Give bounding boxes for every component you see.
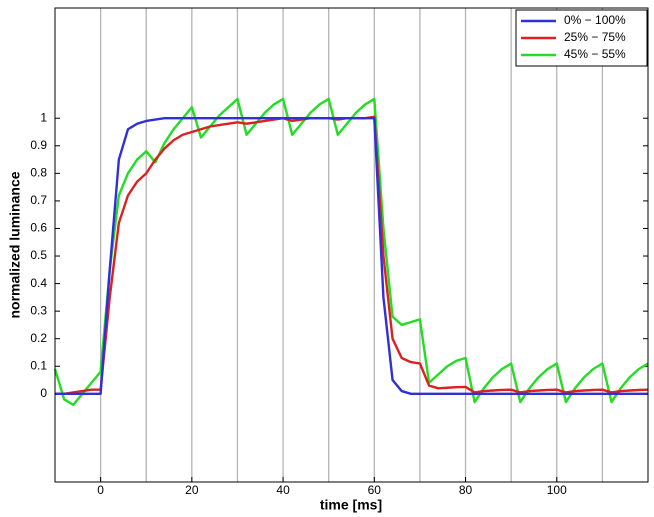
x-tick-label: 0 — [97, 483, 104, 497]
legend-label: 0% − 100% — [564, 13, 626, 27]
x-tick-label: 80 — [459, 483, 473, 497]
series-line — [53, 97, 649, 407]
x-axis-label: time [ms] — [320, 497, 382, 513]
y-tick-label: 0.2 — [30, 331, 47, 345]
x-tick-label: 20 — [185, 483, 199, 497]
x-tick-label: 100 — [547, 483, 567, 497]
legend-label: 25% − 75% — [564, 30, 626, 44]
y-axis-label: normalized luminance — [7, 171, 23, 318]
y-tick-label: 0.6 — [30, 221, 47, 235]
legend: 0% − 100% 25% − 75% 45% − 55% — [515, 9, 648, 67]
x-tick-label: 60 — [368, 483, 382, 497]
y-tick-label: 0.9 — [30, 138, 47, 152]
plot-frame — [54, 7, 649, 483]
y-tick-label: 0.5 — [30, 248, 47, 262]
series-line — [55, 117, 648, 396]
y-tick-label: 1 — [40, 110, 47, 124]
y-tick-label: 0.4 — [30, 276, 47, 290]
y-tick-label: 0.8 — [30, 166, 47, 180]
y-tick-label: 0.7 — [30, 193, 47, 207]
y-tick-label: 0 — [40, 386, 47, 400]
y-tick-label: 0.3 — [30, 303, 47, 317]
y-tick-label: 0.1 — [30, 358, 47, 372]
x-tick-label: 40 — [276, 483, 290, 497]
legend-label: 45% − 55% — [564, 47, 626, 61]
series-line — [55, 115, 649, 396]
